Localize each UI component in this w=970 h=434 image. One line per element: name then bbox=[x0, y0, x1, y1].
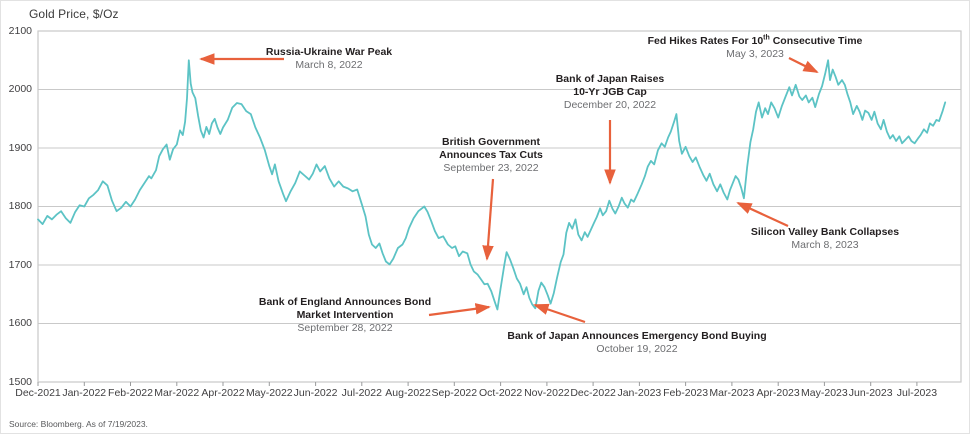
annotation-date: March 8, 2022 bbox=[295, 59, 363, 71]
y-tick-label-2100: 2100 bbox=[8, 24, 32, 37]
annotation-title: 10-Yr JGB Cap bbox=[573, 86, 647, 98]
y-tick-label-1500: 1500 bbox=[8, 375, 32, 388]
annotation-title: Russia-Ukraine War Peak bbox=[265, 46, 393, 58]
x-tick-label-Jul-2022: Jul-2022 bbox=[341, 387, 382, 399]
x-tick-label-May-2022: May-2022 bbox=[245, 387, 293, 399]
annotation-title: Bank of England Announces Bond bbox=[258, 296, 432, 308]
annotation-bank-of-england-bond-intervention: Bank of England Announces Bond Market Int… bbox=[259, 296, 431, 335]
x-tick-label-Apr-2022: Apr-2022 bbox=[201, 387, 245, 399]
annotation-date: September 28, 2022 bbox=[297, 322, 393, 334]
annotation-title: Market Intervention bbox=[296, 309, 394, 321]
annotation-arrow-british-government-tax-cuts bbox=[482, 178, 495, 261]
gold-price-line bbox=[37, 59, 947, 311]
source-note: Source: Bloomberg. As of 7/19/2023. bbox=[9, 419, 148, 429]
x-tick-label-Jun-2022: Jun-2022 bbox=[293, 387, 338, 399]
annotation-title: Fed Hikes Rates For 10th Consecutive Tim… bbox=[647, 34, 863, 48]
annotation-arrow-bank-of-england-bond-intervention bbox=[428, 303, 491, 317]
x-tick-label-May-2023: May-2023 bbox=[801, 387, 848, 399]
y-tick-label-1900: 1900 bbox=[8, 141, 32, 154]
annotation-bank-of-japan-emergency-bond-buying: Bank of Japan Announces Emergency Bond B… bbox=[507, 330, 766, 356]
x-tick-label-Jan-2023: Jan-2023 bbox=[617, 387, 662, 399]
x-tick-label-Jun-2023: Jun-2023 bbox=[848, 387, 893, 399]
annotation-title: Announces Tax Cuts bbox=[439, 149, 543, 161]
annotation-fed-hikes-10th-consecutive-time: Fed Hikes Rates For 10th Consecutive Tim… bbox=[648, 35, 863, 61]
y-tick-label-1700: 1700 bbox=[8, 258, 32, 271]
x-tick-label-Dec-2021: Dec-2021 bbox=[15, 387, 61, 399]
annotation-date: December 20, 2022 bbox=[563, 99, 657, 111]
annotation-title: Silicon Valley Bank Collapses bbox=[750, 226, 900, 238]
x-tick-label-Aug-2022: Aug-2022 bbox=[385, 387, 431, 399]
annotation-arrow-fed-hikes-10th-consecutive-time bbox=[788, 57, 819, 73]
x-tick-label-Nov-2022: Nov-2022 bbox=[524, 387, 570, 399]
x-tick-label-Jul-2023: Jul-2023 bbox=[896, 387, 938, 399]
annotation-date: May 3, 2023 bbox=[726, 48, 784, 60]
x-tick-label-Feb-2023: Feb-2023 bbox=[663, 387, 709, 399]
annotation-arrow-bank-of-japan-emergency-bond-buying bbox=[533, 303, 586, 324]
annotation-arrow-silicon-valley-bank-collapses bbox=[736, 202, 789, 227]
annotation-date: September 23, 2022 bbox=[443, 162, 539, 174]
x-tick-label-Mar-2023: Mar-2023 bbox=[709, 387, 755, 399]
y-tick-label-1800: 1800 bbox=[8, 200, 32, 212]
x-tick-label-Sep-2022: Sep-2022 bbox=[431, 387, 478, 399]
x-tick-label-Dec-2022: Dec-2022 bbox=[570, 387, 616, 399]
y-tick-label-2000: 2000 bbox=[8, 83, 32, 95]
plot-border bbox=[37, 30, 962, 383]
annotation-bank-of-japan-raises-jgb-cap: Bank of Japan Raises 10-Yr JGB Cap Decembe… bbox=[556, 73, 665, 112]
chart-title: Gold Price, $/Oz bbox=[29, 7, 119, 21]
annotation-british-government-tax-cuts: British Government Announces Tax Cuts Sept… bbox=[439, 136, 543, 175]
annotation-russia-ukraine-war-peak: Russia-Ukraine War Peak March 8, 2022 bbox=[266, 46, 392, 72]
x-tick-label-Jan-2022: Jan-2022 bbox=[62, 387, 107, 399]
y-tick-label-1600: 1600 bbox=[8, 317, 32, 329]
annotation-title: Bank of Japan Raises bbox=[555, 73, 665, 85]
annotation-silicon-valley-bank-collapses: Silicon Valley Bank Collapses March 8, 20… bbox=[751, 226, 899, 252]
annotation-title: British Government bbox=[441, 136, 541, 148]
annotation-title: Bank of Japan Announces Emergency Bond B… bbox=[507, 330, 767, 342]
annotation-date: March 8, 2023 bbox=[791, 239, 859, 251]
x-tick-label-Oct-2022: Oct-2022 bbox=[478, 387, 523, 399]
x-tick-label-Feb-2022: Feb-2022 bbox=[108, 387, 153, 399]
annotation-date: October 19, 2022 bbox=[596, 343, 678, 355]
x-tick-label-Mar-2022: Mar-2022 bbox=[154, 387, 200, 399]
x-tick-label-Apr-2023: Apr-2023 bbox=[756, 387, 800, 399]
